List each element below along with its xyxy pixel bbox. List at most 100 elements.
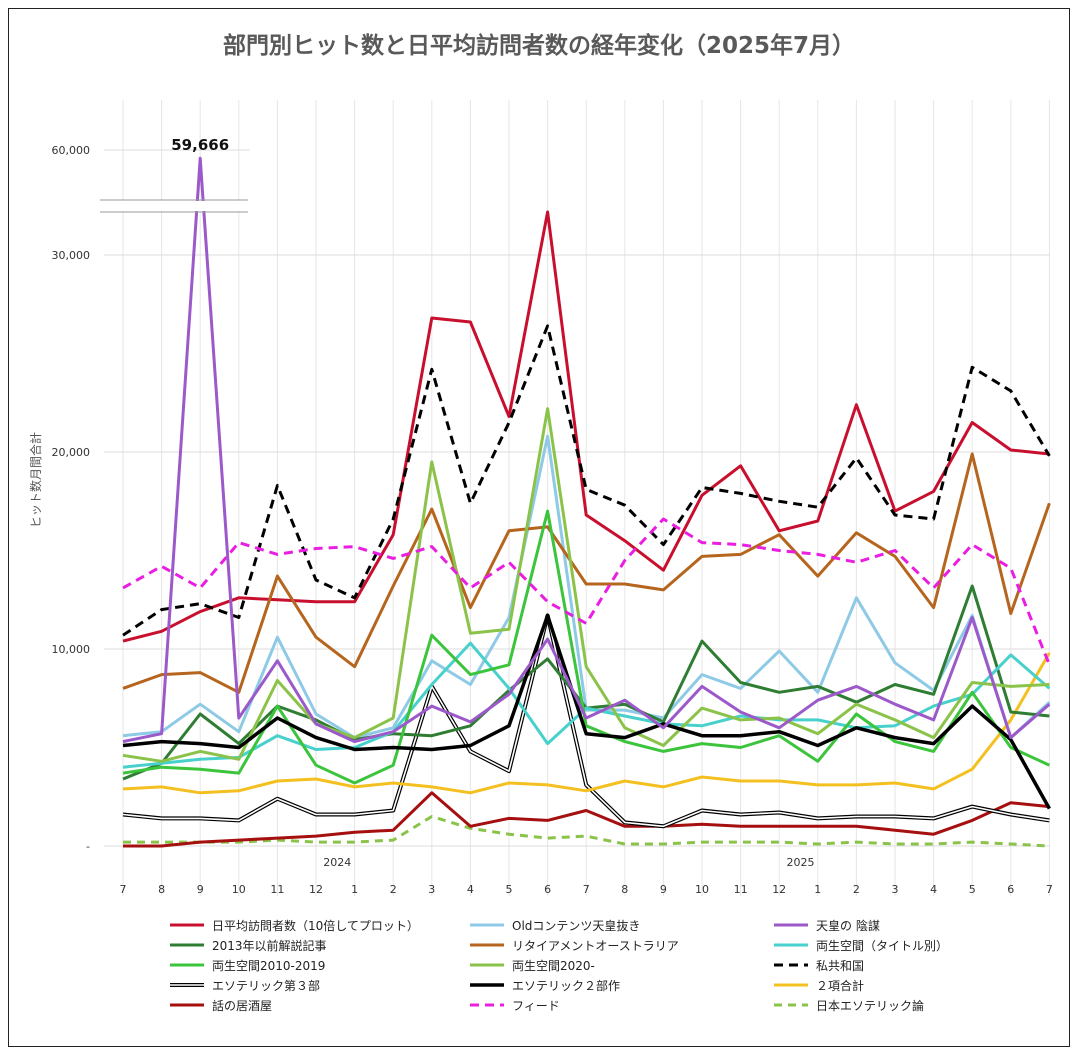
legend-item: 日本エソテリック論 bbox=[772, 995, 924, 1015]
legend-swatch bbox=[170, 923, 204, 927]
legend-item: 私共和国 bbox=[772, 955, 864, 975]
series-line bbox=[122, 641, 1051, 769]
y-tick-label: 20,000 bbox=[52, 446, 91, 459]
series-line bbox=[122, 407, 1050, 763]
x-tick-label: 3 bbox=[428, 883, 435, 896]
legend-label: リタイアメントオーストラリア bbox=[512, 938, 679, 953]
series-11 bbox=[122, 652, 1051, 795]
legend-label: Oldコンテンツ天皇抜き bbox=[512, 918, 641, 933]
legend-item: Oldコンテンツ天皇抜き bbox=[468, 915, 640, 935]
legend-swatch bbox=[170, 943, 204, 947]
legend-label: 日平均訪問者数（10倍してプロット） bbox=[212, 918, 419, 933]
series-0 bbox=[122, 210, 1050, 643]
legend-label: フィード bbox=[512, 998, 560, 1013]
x-tick-label: 8 bbox=[158, 883, 165, 896]
x-tick-label: 11 bbox=[270, 883, 284, 896]
legend-item: リタイアメントオーストラリア bbox=[468, 935, 679, 955]
series-4 bbox=[122, 452, 1051, 694]
x-tick-label: 7 bbox=[583, 883, 590, 896]
legend-item: 2013年以前解説記事 bbox=[168, 935, 327, 955]
chart-title: 部門別ヒット数と日平均訪問者数の経年変化（2025年7月） bbox=[222, 33, 856, 59]
legend-swatch bbox=[774, 923, 808, 927]
legend-swatch bbox=[774, 943, 808, 947]
x-tick-label: 9 bbox=[197, 883, 204, 896]
series-line bbox=[122, 509, 1051, 785]
x-tick-label: 3 bbox=[892, 883, 899, 896]
x-tick-label: 1 bbox=[814, 883, 821, 896]
y-tick-label: 10,000 bbox=[52, 643, 91, 656]
legend-item: ２項合計 bbox=[772, 975, 864, 995]
legend-label: 私共和国 bbox=[816, 958, 865, 973]
series-14 bbox=[123, 815, 1050, 848]
series-8 bbox=[122, 324, 1051, 637]
x-tick-label: 7 bbox=[120, 883, 127, 896]
y-tick-label: - bbox=[86, 840, 90, 853]
x-tick-label: 11 bbox=[734, 883, 748, 896]
y-axis-label: ヒット数月間合計 bbox=[28, 432, 43, 528]
x-year-label: 2024 bbox=[323, 856, 351, 869]
legend-label: ２項合計 bbox=[816, 978, 865, 993]
series-9 bbox=[122, 613, 1050, 829]
y-tick-label: 60,000 bbox=[52, 144, 91, 157]
series-line bbox=[122, 517, 1051, 666]
x-tick-label: 6 bbox=[1007, 883, 1014, 896]
series-line bbox=[122, 324, 1051, 637]
x-tick-label: 2 bbox=[853, 883, 860, 896]
x-year-label: 2025 bbox=[787, 856, 815, 869]
legend-item: 両生空間2020- bbox=[468, 955, 595, 975]
legend-label: 天皇の 陰謀 bbox=[816, 918, 880, 933]
x-tick-label: 5 bbox=[969, 883, 976, 896]
legend-swatch bbox=[470, 943, 504, 947]
y-tick-label: 30,000 bbox=[52, 249, 91, 262]
x-tick-label: 8 bbox=[621, 883, 628, 896]
x-tick-label: 7 bbox=[1046, 883, 1053, 896]
series-7 bbox=[122, 407, 1050, 763]
x-tick-label: 1 bbox=[351, 883, 358, 896]
x-tick-label: 10 bbox=[695, 883, 709, 896]
series-13 bbox=[122, 517, 1051, 666]
legend-label: 両生空間2020- bbox=[512, 958, 595, 973]
series-5 bbox=[122, 641, 1051, 769]
x-tick-label: 12 bbox=[309, 883, 323, 896]
series-2 bbox=[122, 156, 1051, 744]
legend-label: 両生空間2010-2019 bbox=[212, 958, 326, 973]
peak-data-label: 59,666 bbox=[171, 136, 229, 154]
x-tick-label: 5 bbox=[506, 883, 513, 896]
legend-item: 話の居酒屋 bbox=[168, 995, 272, 1015]
legend-label: エソテリック第３部 bbox=[212, 978, 321, 993]
legend-swatch bbox=[170, 983, 204, 987]
legend-item: エソテリック２部作 bbox=[468, 975, 620, 995]
legend-swatch bbox=[774, 963, 808, 967]
x-tick-label: 4 bbox=[930, 883, 937, 896]
series-line bbox=[122, 156, 1051, 744]
legend-item: 日平均訪問者数（10倍してプロット） bbox=[168, 915, 419, 935]
legend-swatch bbox=[470, 983, 504, 987]
legend-item: 両生空間2010-2019 bbox=[168, 955, 325, 975]
legend-swatch bbox=[170, 963, 204, 967]
x-tick-label: 9 bbox=[660, 883, 667, 896]
series-10 bbox=[122, 613, 1051, 810]
series-12 bbox=[123, 791, 1050, 848]
series-line bbox=[122, 613, 1051, 810]
series-line-inner bbox=[122, 614, 1050, 828]
legend-item: エソテリック第３部 bbox=[168, 975, 320, 995]
legend-label: 日本エソテリック論 bbox=[816, 998, 925, 1013]
series-line bbox=[122, 210, 1050, 643]
legend-label: 両生空間（タイトル別） bbox=[816, 938, 949, 953]
legend-label: 2013年以前解説記事 bbox=[212, 938, 327, 953]
legend-label: 話の居酒屋 bbox=[212, 998, 273, 1013]
legend-item: 天皇の 陰謀 bbox=[772, 915, 880, 935]
x-tick-label: 6 bbox=[544, 883, 551, 896]
legend-item: 両生空間（タイトル別） bbox=[772, 935, 948, 955]
x-tick-label: 4 bbox=[467, 883, 474, 896]
series-line bbox=[122, 452, 1051, 694]
series-line bbox=[123, 791, 1050, 848]
x-tick-label: 10 bbox=[232, 883, 246, 896]
legend-swatch bbox=[470, 1003, 504, 1007]
legend-swatch bbox=[470, 963, 504, 967]
legend-swatch bbox=[170, 1003, 204, 1007]
x-tick-label: 2 bbox=[390, 883, 397, 896]
legend-swatch bbox=[470, 923, 504, 927]
legend-swatch bbox=[774, 1003, 808, 1007]
